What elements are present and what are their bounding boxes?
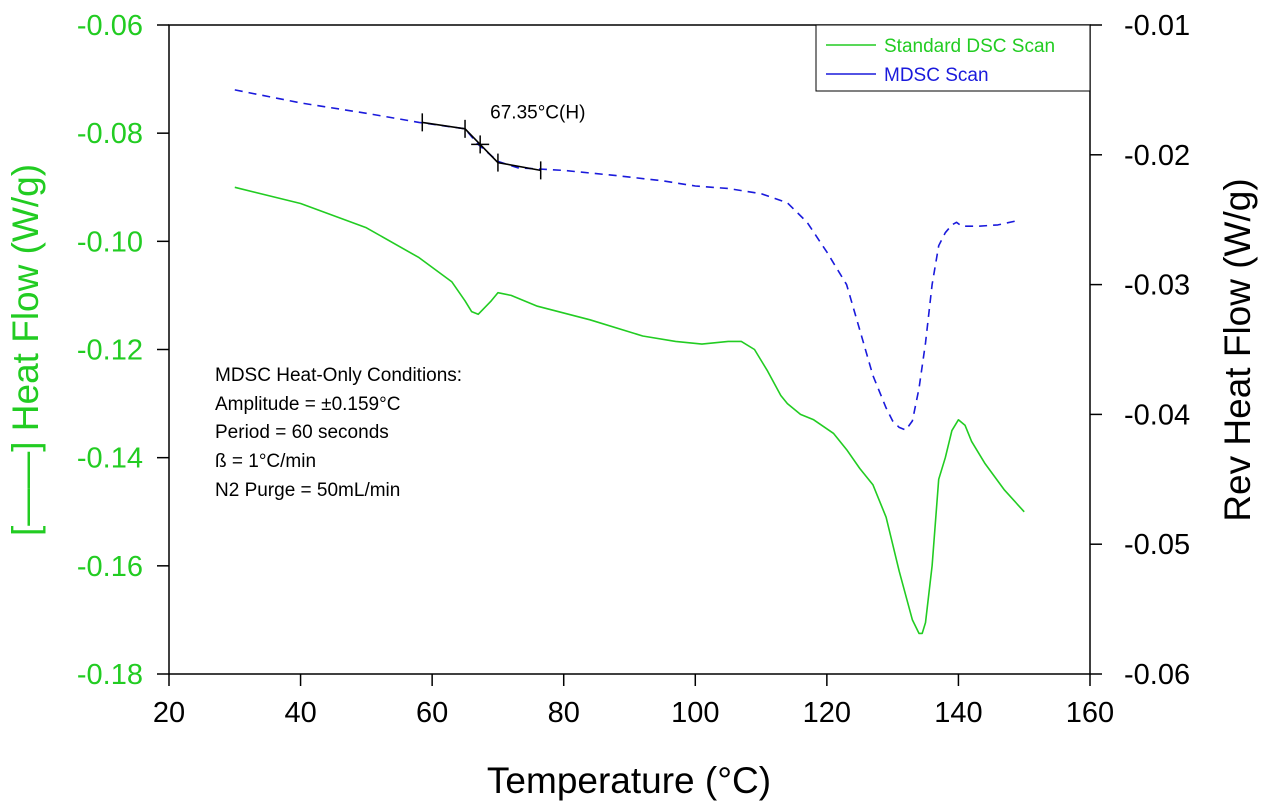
glass-transition-label: 67.35°C(H) [490,102,585,123]
annotation-line: ß = 1°C/min [215,451,316,472]
x-tick-label: 160 [1066,697,1114,729]
x-tick-label: 40 [284,697,316,729]
legend: Standard DSC Scan MDSC Scan [815,24,1091,92]
glass-transition-segment [422,121,541,172]
left-y-tick-label: -0.18 [77,659,143,691]
right-y-tick-label: -0.01 [1124,10,1190,42]
annotation-line: MDSC Heat-Only Conditions: [215,365,462,386]
left-y-tick-label: -0.06 [77,10,143,42]
left-y-tick-label: -0.14 [77,443,143,475]
right-y-tick-label: -0.06 [1124,659,1190,691]
x-tick-label: 140 [934,697,982,729]
x-axis-ticks: 20 40 60 80 100 120 140 160 [153,674,1114,729]
annotation-line: Period = 60 seconds [215,422,389,443]
right-y-axis-ticks: -0.01 -0.02 -0.03 -0.04 -0.05 -0.06 [1090,10,1190,691]
left-y-tick-label: -0.16 [77,551,143,583]
plot-frame [168,24,1091,675]
series-layer [234,89,1025,635]
standard-dsc-line [234,186,1025,635]
annotation-line: N2 Purge = 50mL/min [215,480,400,501]
legend-label-mdsc: MDSC Scan [884,65,989,86]
conditions-annotation: MDSC Heat-Only Conditions: Amplitude = ±… [215,365,462,501]
legend-label-standard-dsc: Standard DSC Scan [884,36,1055,57]
legend-box [815,24,1091,92]
glass-transition-marker: 67.35°C(H) [421,102,585,180]
left-y-axis-title: [——] Heat Flow (W/g) [5,164,46,536]
right-y-axis-title: Rev Heat Flow (W/g) [1217,178,1258,521]
left-y-tick-label: -0.12 [77,335,143,367]
x-tick-label: 20 [153,697,185,729]
annotation-line: Amplitude = ±0.159°C [215,394,400,415]
right-y-tick-label: -0.05 [1124,529,1190,561]
right-y-tick-label: -0.04 [1124,399,1190,431]
x-tick-label: 120 [803,697,851,729]
x-tick-label: 100 [671,697,719,729]
x-tick-label: 80 [548,697,580,729]
right-y-tick-label: -0.03 [1124,270,1190,302]
right-y-tick-label: -0.02 [1124,140,1190,172]
x-axis-title: Temperature (°C) [487,760,771,801]
left-y-tick-label: -0.10 [77,226,143,258]
x-tick-label: 60 [416,697,448,729]
left-y-tick-label: -0.08 [77,118,143,150]
left-y-axis-ticks: -0.06 -0.08 -0.10 -0.12 -0.14 -0.16 -0.18 [77,10,169,691]
